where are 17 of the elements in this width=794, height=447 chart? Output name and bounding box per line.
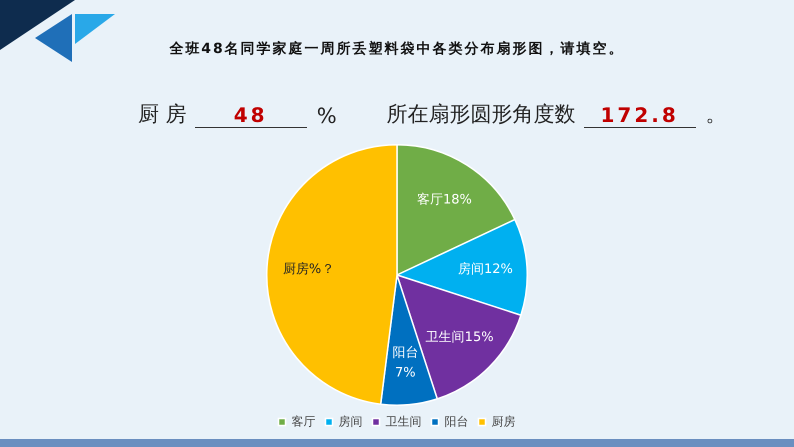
chart-title: 全班48名同学家庭一周所丢塑料袋中各类分布扇形图，请填空。 — [168, 40, 626, 58]
legend-label: 房间 — [338, 414, 362, 428]
data-label: 客厅18% — [417, 192, 472, 208]
legend-label: 客厅 — [292, 414, 316, 428]
data-label: 厨房%？ — [282, 260, 334, 277]
data-label: 阳台 7% — [392, 346, 418, 381]
data-label: 房间12% — [458, 260, 513, 277]
text: 172.8 — [584, 103, 696, 128]
text: 48 — [194, 103, 307, 128]
legend-label: 卫生间 — [386, 414, 422, 428]
text: 厨 房 — [138, 101, 187, 128]
legend-label: 阳台 — [444, 414, 468, 428]
text: 。 — [706, 101, 727, 128]
text: % — [316, 104, 337, 128]
data-label: 卫生间15% — [426, 330, 494, 346]
text: 所在扇形圆形角度数 — [386, 101, 576, 128]
legend-label: 厨房 — [492, 414, 516, 428]
